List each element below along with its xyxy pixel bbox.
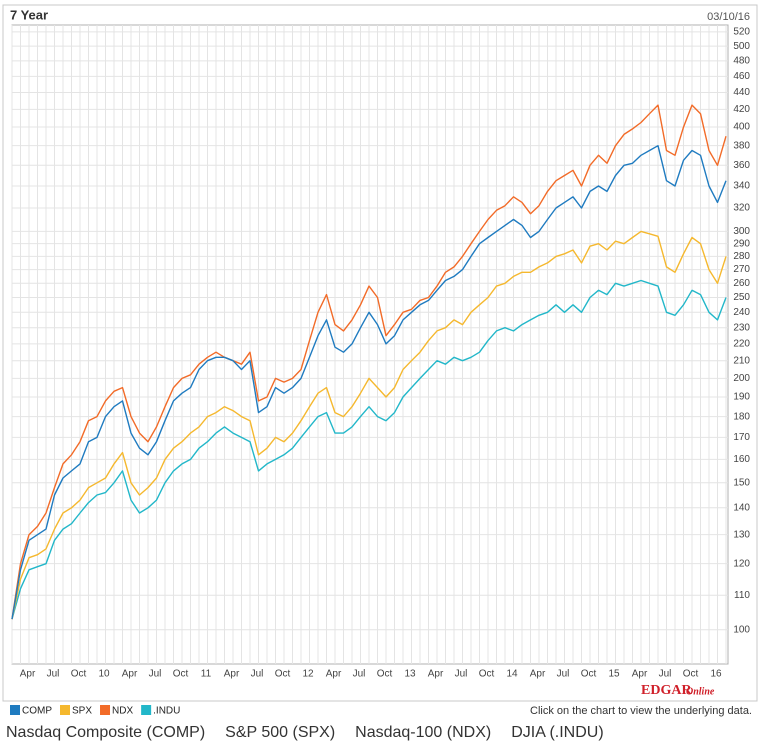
y-tick-label: 360 [733, 160, 750, 171]
note: Click on the chart to view the underlyin… [530, 705, 752, 717]
y-tick-label: 340 [733, 181, 750, 192]
legend: COMP SPX NDX .INDU [10, 705, 180, 717]
chart-title: 7 Year [10, 7, 48, 22]
y-tick-label: 120 [733, 558, 750, 569]
x-tick-label: Oct [377, 669, 393, 680]
grid: Apr Jul Oct 10 Apr Jul Oct 11 Apr Jul Oct 12 Apr Jul O… [11, 25, 750, 680]
x-tick-label: Apr [326, 669, 342, 680]
y-tick-label: 180 [733, 411, 750, 422]
x-tick-label: Jul [353, 669, 366, 680]
x-tick-label: Jul [251, 669, 264, 680]
x-tick-label: Oct [71, 669, 87, 680]
y-tick-label: 130 [733, 529, 750, 540]
footer-label: Nasdaq Composite (COMP) [6, 724, 205, 741]
y-tick-label: 420 [733, 104, 750, 115]
legend-swatch [60, 705, 70, 715]
y-tick-label: 210 [733, 355, 750, 366]
logo-main: EDGAR [641, 683, 692, 698]
x-tick-label: Apr [632, 669, 648, 680]
x-tick-label: Apr [530, 669, 546, 680]
footer-label: S&P 500 (SPX) [225, 724, 335, 741]
x-tick-label: 14 [506, 669, 518, 680]
logo-sub: Online [686, 686, 715, 697]
y-tick-label: 480 [733, 56, 750, 67]
legend-label: COMP [22, 706, 52, 717]
x-tick-label: 10 [98, 669, 110, 680]
legend-swatch [100, 705, 111, 715]
y-tick-label: 160 [733, 454, 750, 465]
series-line [11, 104, 727, 620]
y-tick-label: 110 [734, 590, 750, 601]
y-tick-label: 290 [733, 238, 750, 249]
legend-label: NDX [112, 706, 133, 717]
y-tick-label: 440 [733, 87, 750, 98]
y-tick-label: 250 [733, 292, 750, 303]
x-tick-label: Jul [557, 669, 570, 680]
x-tick-label: Oct [479, 669, 495, 680]
y-tick-label: 380 [733, 140, 750, 151]
y-tick-label: 400 [733, 122, 750, 133]
footer-label: DJIA (.INDU) [511, 724, 603, 741]
y-tick-label: 150 [733, 477, 750, 488]
y-tick-label: 520 [733, 27, 750, 38]
series-line [11, 279, 727, 620]
y-tick-label: 280 [733, 251, 750, 262]
x-tick-label: Oct [683, 669, 699, 680]
x-tick-label: Jul [455, 669, 468, 680]
x-tick-label: 16 [710, 669, 722, 680]
x-tick-label: Apr [428, 669, 444, 680]
x-tick-label: Apr [224, 669, 240, 680]
legend-swatch [10, 705, 20, 715]
y-tick-label: 500 [733, 41, 750, 52]
x-tick-label: Oct [173, 669, 189, 680]
lines [11, 104, 727, 620]
y-tick-label: 300 [733, 226, 750, 237]
plot-area[interactable] [11, 24, 729, 665]
y-tick-label: 230 [733, 322, 750, 333]
y-tick-label: 200 [733, 373, 750, 384]
x-tick-label: Jul [149, 669, 162, 680]
x-tick-label: Jul [47, 669, 60, 680]
x-tick-label: Jul [659, 669, 672, 680]
series-line [11, 145, 727, 620]
x-tick-label: Apr [20, 669, 36, 680]
y-tick-label: 460 [733, 71, 750, 82]
y-tick-label: 220 [733, 339, 750, 350]
y-tick-label: 260 [733, 278, 750, 289]
chart-date: 03/10/16 [707, 11, 750, 23]
y-tick-label: 170 [733, 432, 750, 443]
legend-label: .INDU [153, 706, 180, 717]
x-tick-label: 11 [201, 669, 212, 680]
y-tick-label: 240 [733, 307, 750, 318]
legend-label: SPX [72, 706, 92, 717]
footer-label: Nasdaq-100 (NDX) [355, 724, 491, 741]
y-tick-label: 270 [733, 264, 750, 275]
y-tick-label: 320 [733, 203, 750, 214]
x-tick-label: Apr [122, 669, 138, 680]
y-tick-label: 190 [733, 392, 750, 403]
footer: Nasdaq Composite (COMP) S&P 500 (SPX) Nasd… [6, 724, 604, 741]
x-tick-label: 12 [302, 669, 314, 680]
legend-swatch [141, 705, 152, 715]
x-tick-label: 15 [608, 669, 620, 680]
x-tick-label: Oct [581, 669, 597, 680]
y-tick-label: 100 [733, 624, 750, 635]
x-tick-label: Oct [275, 669, 291, 680]
series-line [11, 230, 727, 620]
x-tick-label: 13 [404, 669, 416, 680]
y-tick-label: 140 [733, 502, 750, 513]
